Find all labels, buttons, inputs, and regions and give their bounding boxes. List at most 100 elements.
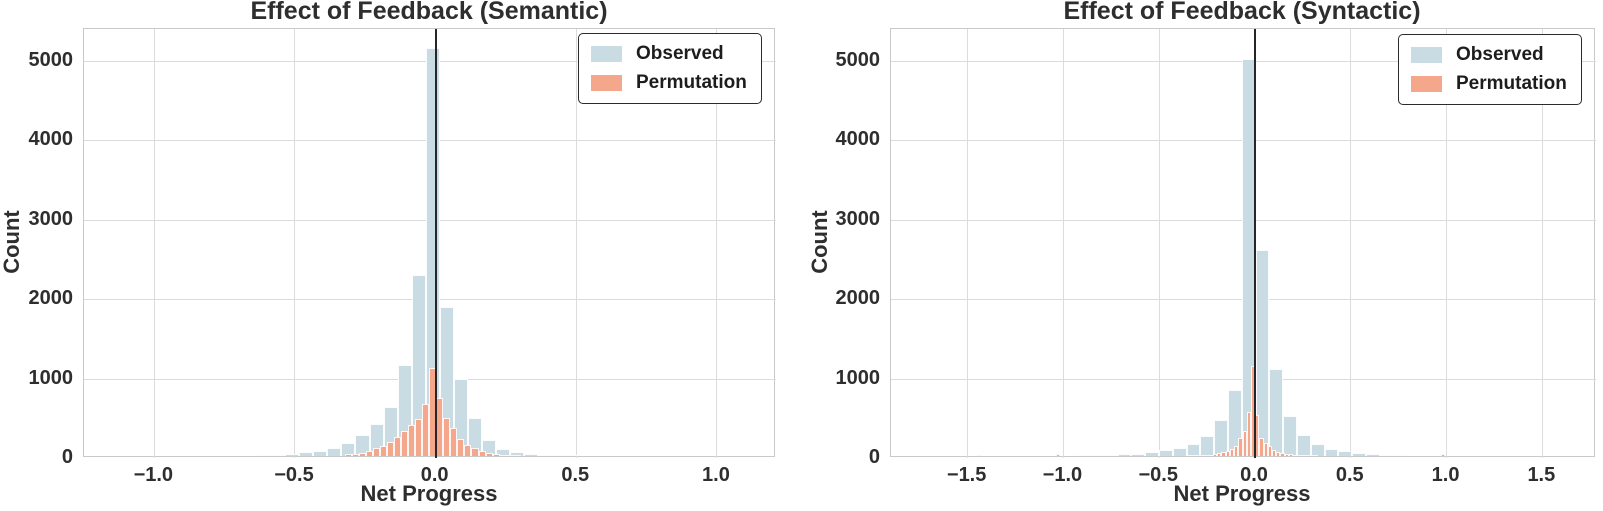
histogram-bar-observed [1117,454,1132,456]
histogram-bar-observed [355,434,370,456]
y-tick-label: 3000 [835,207,881,230]
histogram-bar-observed [285,453,300,456]
x-tick-label: 1.0 [1431,464,1460,486]
histogram-bar-observed [1090,455,1104,456]
histogram-bar-permutation [1196,455,1201,456]
histogram-bar-permutation [1217,453,1222,456]
histogram-bar-permutation [415,418,423,456]
histogram-bar-observed [271,454,286,456]
histogram-bar-observed [341,443,356,456]
histogram-bar-permutation [977,455,982,456]
x-axis-label-semantic: Net Progress [360,481,498,506]
gridline-vertical [1446,29,1448,458]
gridline-vertical [716,29,718,458]
histogram-bar-permutation [506,455,514,456]
histogram-bar-observed [1076,455,1091,456]
x-tick-label: 0.0 [420,464,449,486]
histogram-bar-observed [1352,452,1366,456]
legend-row-permutation: Permutation [591,72,747,94]
histogram-bar-permutation [1280,452,1285,456]
histogram-bar-permutation [1213,454,1218,456]
histogram-bar-permutation [1187,455,1192,456]
histogram-bar-permutation [1284,453,1289,456]
histogram-bar-permutation [492,453,500,456]
histogram-bar-permutation [1208,454,1214,456]
histogram-bar-permutation [387,442,395,456]
histogram-bar-observed [1186,444,1201,456]
legend-label-observed: Observed [636,43,724,64]
legend-label-observed: Observed [1456,44,1544,65]
x-tick-label: 0.5 [561,464,590,486]
histogram-bar-permutation [1267,446,1273,456]
legend-swatch-observed [591,46,622,62]
histogram-bar-observed [313,450,328,456]
histogram-bar-permutation [373,448,381,456]
y-tick-label: 1000 [835,366,881,389]
histogram-bar-permutation [457,438,465,456]
gridline-vertical [1062,29,1064,458]
histogram-bar-permutation [358,452,366,456]
legend-label-permutation: Permutation [1456,73,1567,94]
histogram-bar-permutation [485,452,493,456]
histogram-bar-permutation [1191,455,1197,456]
x-tick-label: 0.0 [1240,464,1268,486]
histogram-bar-observed [566,455,581,456]
histogram-bar-observed [1296,435,1311,456]
histogram-bar-observed [1310,444,1325,456]
histogram-bar-observed [524,454,539,456]
histogram-bar-permutation [408,425,416,456]
histogram-bar-permutation [1297,455,1302,456]
x-tick-label: −0.5 [1138,464,1178,486]
histogram-bar-permutation [1440,454,1445,456]
histogram-bar-observed [1393,455,1408,456]
histogram-bar-observed [1269,369,1284,456]
legend-row-observed: Observed [591,43,747,65]
histogram-bar-observed [453,378,468,456]
gridline-vertical [1350,29,1352,458]
x-tick-label: −1.0 [1042,464,1083,486]
gridline-vertical [1158,29,1160,458]
legend-swatch-permutation [591,75,622,91]
histogram-bar-permutation [344,454,352,456]
legend-swatch-observed [1411,47,1442,63]
histogram-bar-permutation [351,453,359,456]
histogram-bar-permutation [1305,455,1310,456]
histogram-bar-observed [552,455,567,456]
histogram-bar-permutation [1225,451,1230,456]
legend-row-permutation: Permutation [1411,73,1567,95]
legend-row-observed: Observed [1411,44,1567,66]
x-tick-label: 1.5 [1527,464,1556,486]
histogram-bar-observed [496,448,511,456]
histogram-bar-observed [1365,453,1380,456]
histogram-bar-observed [538,454,553,456]
histogram-bar-observed [1145,452,1159,456]
zero-reference-line [1253,29,1256,458]
y-tick-label: 2000 [28,287,74,310]
gridline-vertical [1541,29,1543,458]
histogram-bar-permutation [443,417,451,456]
gridline-vertical [294,29,296,458]
histogram-bar-observed [257,455,272,456]
histogram-bar-permutation [1242,431,1247,456]
histogram-bar-permutation [1238,437,1243,456]
histogram-bar-observed [1172,448,1187,456]
histogram-bar-permutation [1276,451,1281,456]
y-tick-label: 3000 [28,207,74,230]
histogram-bar-permutation [422,404,430,456]
histogram-bar-permutation [1309,455,1315,456]
histogram-bar-permutation [1272,449,1277,456]
histogram-bar-permutation [450,428,458,456]
histogram-bar-permutation [1301,455,1306,456]
legend-swatch-permutation [1411,76,1442,92]
histogram-bar-permutation [478,451,486,456]
histogram-bar-observed [299,452,314,456]
histogram-bar-observed [327,448,342,456]
y-tick-label: 0 [61,446,73,468]
y-tick-label: 5000 [28,48,74,71]
x-axis-label-syntactic: Net Progress [1173,481,1311,506]
zero-reference-line [434,29,437,458]
gridline-vertical [575,29,577,458]
histogram-bar-observed [1338,451,1353,456]
y-tick-label: 4000 [28,128,74,151]
